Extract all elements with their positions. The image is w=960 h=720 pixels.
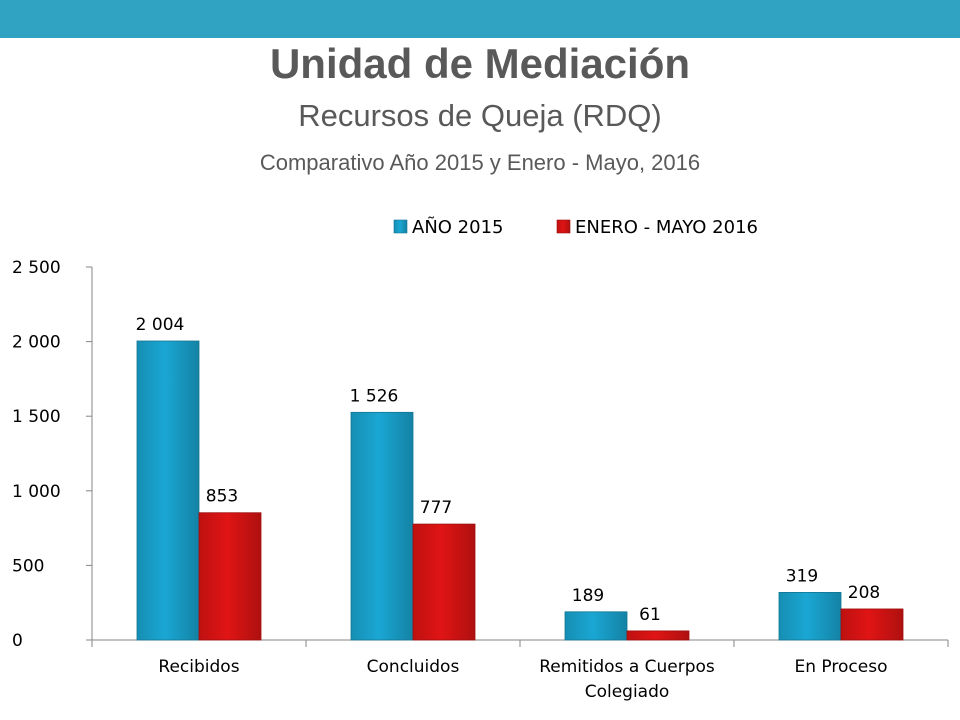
y-tick-label: 2 500: [12, 258, 61, 278]
x-tick-label: En Proceso: [795, 657, 888, 677]
x-tick-label: Colegiado: [585, 682, 670, 702]
data-label: 853: [206, 487, 238, 507]
top-banner: [0, 0, 960, 38]
page-subtitle: Recursos de Queja (RDQ): [298, 98, 662, 133]
legend-label: ENERO - MAYO 2016: [575, 217, 758, 238]
y-tick-label: 1 000: [12, 482, 61, 502]
legend-label: AÑO 2015: [412, 216, 503, 238]
legend-swatch-2016: [556, 219, 571, 234]
x-tick-label: Concluidos: [367, 657, 460, 677]
legend-swatch-2015: [393, 219, 408, 234]
data-label: 189: [572, 586, 604, 606]
bar-2016-3: [840, 608, 904, 641]
data-label: 61: [639, 605, 661, 625]
data-label: 2 004: [136, 315, 185, 335]
y-tick-label: 500: [12, 556, 44, 576]
data-label: 319: [786, 566, 818, 586]
bar-2016-1: [412, 523, 476, 641]
x-tick-label: Recibidos: [158, 657, 239, 677]
x-tick-label: Remitidos a Cuerpos: [539, 657, 715, 677]
y-tick-label: 0: [12, 631, 23, 651]
bar-2016-2: [626, 630, 690, 641]
page-title: Unidad de Mediación: [269, 40, 691, 87]
bar-2015-1: [350, 411, 414, 641]
bar-2015-2: [564, 611, 628, 641]
y-tick-label: 1 500: [12, 407, 61, 427]
bar-2015-0: [136, 340, 200, 641]
data-label: 1 526: [350, 386, 399, 406]
data-label: 777: [420, 498, 452, 518]
y-tick-label: 2 000: [12, 333, 61, 353]
data-label: 208: [848, 583, 880, 603]
chart-caption: Comparativo Año 2015 y Enero - Mayo, 201…: [259, 150, 701, 175]
bar-2015-3: [778, 592, 842, 641]
bar-2016-0: [198, 512, 262, 641]
